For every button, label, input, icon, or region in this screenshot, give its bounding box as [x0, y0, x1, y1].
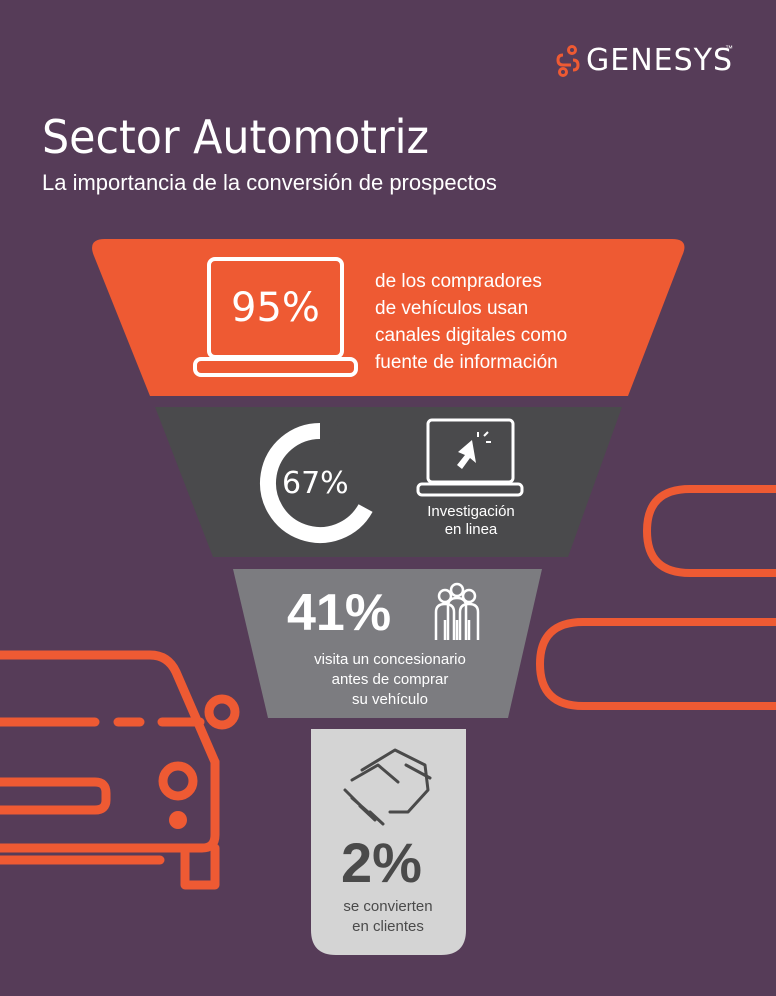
tier2-label: Investigación en linea	[408, 503, 534, 539]
stat-2-percent: 2%	[341, 831, 422, 894]
page-title: Sector Automotriz	[42, 110, 430, 164]
tier1-description-line: fuente de información	[375, 352, 558, 373]
tier3-description: visita un concesionario antes de comprar…	[290, 650, 490, 710]
tier3-description-line: antes de comprar	[331, 671, 449, 688]
tier4-description-line: se convierten	[343, 898, 433, 915]
tier1-description-line: de los compradores	[375, 271, 542, 292]
genesys-logo-icon	[556, 45, 580, 77]
tier1-description-line: de vehículos usan	[375, 298, 529, 319]
tier2-label-line: en linea	[444, 521, 498, 538]
tier4-description-line: en clientes	[352, 918, 424, 935]
handshake-icon	[343, 748, 432, 826]
stat-41-percent: 41%	[287, 584, 392, 642]
funnel-tier2-shape	[155, 407, 622, 557]
tier3-description-line: visita un concesionario	[314, 651, 466, 668]
tier3-description-line: su vehículo	[352, 691, 428, 708]
laptop-icon	[193, 257, 358, 377]
brand-trademark: ™	[725, 44, 733, 53]
tier1-description: de los compradores de vehículos usan can…	[375, 268, 635, 376]
tier2-label-line: Investigación	[427, 503, 515, 520]
tier1-description-line: canales digitales como	[375, 325, 568, 346]
stat-95-percent: 95%	[231, 285, 320, 331]
stat-67-percent: 67%	[282, 466, 349, 501]
laptop-cursor-icon	[416, 418, 524, 497]
people-icon	[434, 582, 480, 640]
page-subtitle: La importancia de la conversión de prosp…	[42, 170, 497, 195]
progress-ring-67	[260, 423, 380, 543]
cursor-icon	[457, 431, 491, 469]
tier4-description: se convierten en clientes	[318, 897, 458, 937]
brand-name: GENESYS	[586, 43, 734, 78]
